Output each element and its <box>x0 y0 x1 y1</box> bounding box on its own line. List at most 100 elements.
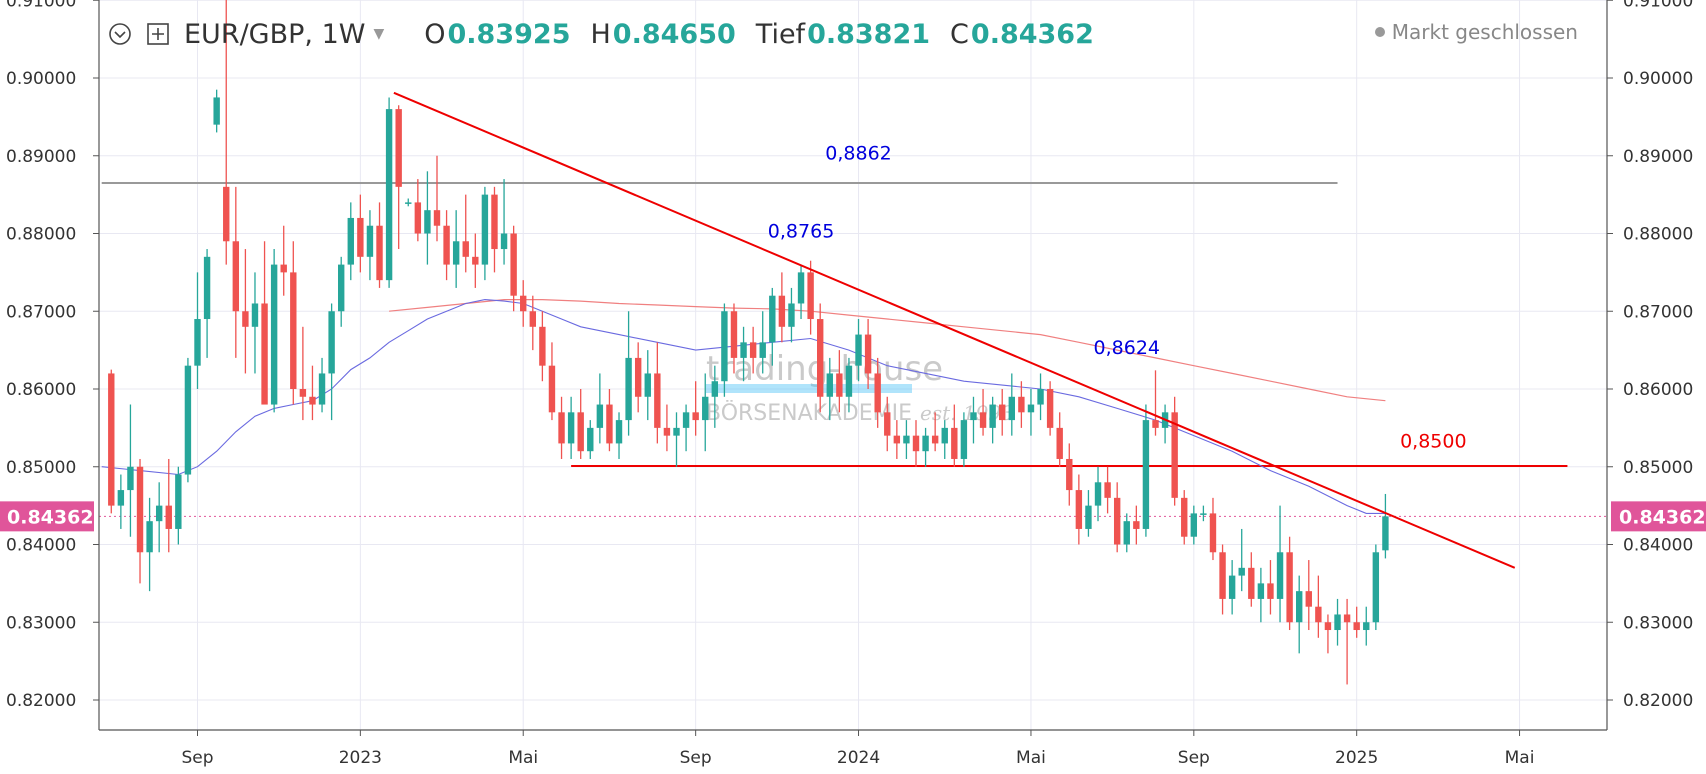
y-tick-label-right: 0.84000 <box>1623 536 1693 556</box>
y-tick-label-left: 0.83000 <box>6 613 76 633</box>
candle-body <box>1190 513 1198 537</box>
candle-body <box>395 109 402 187</box>
candle-body <box>1066 458 1073 491</box>
add-indicator-icon[interactable] <box>146 22 170 46</box>
annotation-label: 0,8862 <box>825 143 891 165</box>
candle-body <box>1219 552 1226 599</box>
candle-body <box>1018 396 1025 413</box>
collapse-icon[interactable] <box>108 22 132 46</box>
high-value: 0.84650 <box>612 18 736 50</box>
candle-body <box>1315 606 1322 623</box>
candle-body <box>577 412 584 452</box>
candle-body <box>1037 389 1044 405</box>
candle-body <box>759 342 766 358</box>
chevron-down-icon[interactable]: ▼ <box>373 26 385 42</box>
candle-body <box>433 210 441 226</box>
candle-body <box>155 505 163 522</box>
candle-body <box>778 295 786 327</box>
symbol-label[interactable]: EUR/GBP, 1W <box>184 18 366 50</box>
candle-body <box>520 295 527 312</box>
candle-body <box>1133 521 1140 529</box>
candle-body <box>615 420 623 444</box>
candle-body <box>338 264 345 312</box>
candle-body <box>1296 591 1303 623</box>
last-price-badge-right <box>1611 501 1706 532</box>
candle-body <box>1248 567 1255 599</box>
candle-body <box>290 272 297 389</box>
candle-body <box>481 194 489 265</box>
y-tick-label-right: 0.90000 <box>1623 69 1693 89</box>
candle-body <box>165 505 172 529</box>
candle-body <box>788 303 795 327</box>
candle-body <box>280 264 287 273</box>
candle-body <box>318 373 326 405</box>
candle-body <box>1171 412 1178 498</box>
y-tick-label-right: 0.87000 <box>1623 302 1693 322</box>
candle-body <box>146 521 153 553</box>
candle-body <box>270 264 278 405</box>
candle-body <box>634 357 642 397</box>
candle-body <box>1104 482 1111 498</box>
candle-body <box>1113 497 1121 545</box>
candle-body <box>1286 552 1293 623</box>
candle-body <box>558 412 565 444</box>
candle-body <box>817 319 824 397</box>
chart-grid <box>99 0 1607 730</box>
candle-body <box>223 186 230 242</box>
close-value: 0.84362 <box>970 18 1094 50</box>
open-label: O <box>424 18 446 50</box>
candle-body <box>807 272 814 320</box>
high-label: H <box>590 18 611 50</box>
candle-body <box>845 365 853 397</box>
candle-body <box>922 435 929 452</box>
candle-body <box>357 217 364 257</box>
candle-body <box>117 490 125 506</box>
candle-body <box>931 435 939 444</box>
y-tick-label-left: 0.87000 <box>6 302 76 322</box>
candle-body <box>989 404 996 428</box>
candles <box>108 0 1389 685</box>
candle-body <box>1334 614 1341 631</box>
candle-body <box>299 389 307 397</box>
candle-body <box>1008 396 1015 421</box>
candle-body <box>242 311 249 327</box>
candle-body <box>1181 497 1188 537</box>
annotation-label: 0,8624 <box>1094 337 1160 359</box>
candle-body <box>385 109 393 281</box>
candle-body <box>1123 521 1130 545</box>
candle-body <box>443 225 450 265</box>
candle-body <box>452 241 460 265</box>
y-tick-label-left: 0.90000 <box>6 69 76 89</box>
watermark-bar <box>706 384 912 393</box>
candle-body <box>1209 513 1217 553</box>
market-status: Markt geschlossen <box>1374 20 1578 44</box>
candle-body <box>682 412 690 428</box>
candle-body <box>1382 516 1389 551</box>
x-tick-label: Sep <box>1178 748 1210 768</box>
candle-body <box>625 357 632 421</box>
last-price-label-left: 0.84362 <box>7 506 94 528</box>
candle-body <box>529 311 536 327</box>
candle-body <box>970 412 977 421</box>
status-dot-icon <box>1374 27 1385 37</box>
candle-body <box>213 97 220 125</box>
candle-body <box>893 435 901 444</box>
candle-body <box>864 334 872 374</box>
y-tick-label-right: 0.88000 <box>1623 225 1693 245</box>
candle-body <box>136 466 144 553</box>
candle-body <box>251 303 259 327</box>
y-tick-label-left: 0.85000 <box>6 458 76 478</box>
candle-body <box>941 427 948 444</box>
candle-body <box>1372 552 1380 623</box>
x-tick-label: Mai <box>1505 748 1535 768</box>
moving-averages <box>99 299 1607 517</box>
candle-body <box>951 427 958 459</box>
candle-body <box>1027 404 1035 413</box>
candle-body <box>836 373 843 397</box>
y-tick-label-left: 0.89000 <box>6 147 76 167</box>
candle-body <box>1324 622 1332 631</box>
candle-body <box>1046 389 1054 428</box>
y-tick-label-left: 0.84000 <box>6 536 76 556</box>
candle-body <box>960 420 968 459</box>
